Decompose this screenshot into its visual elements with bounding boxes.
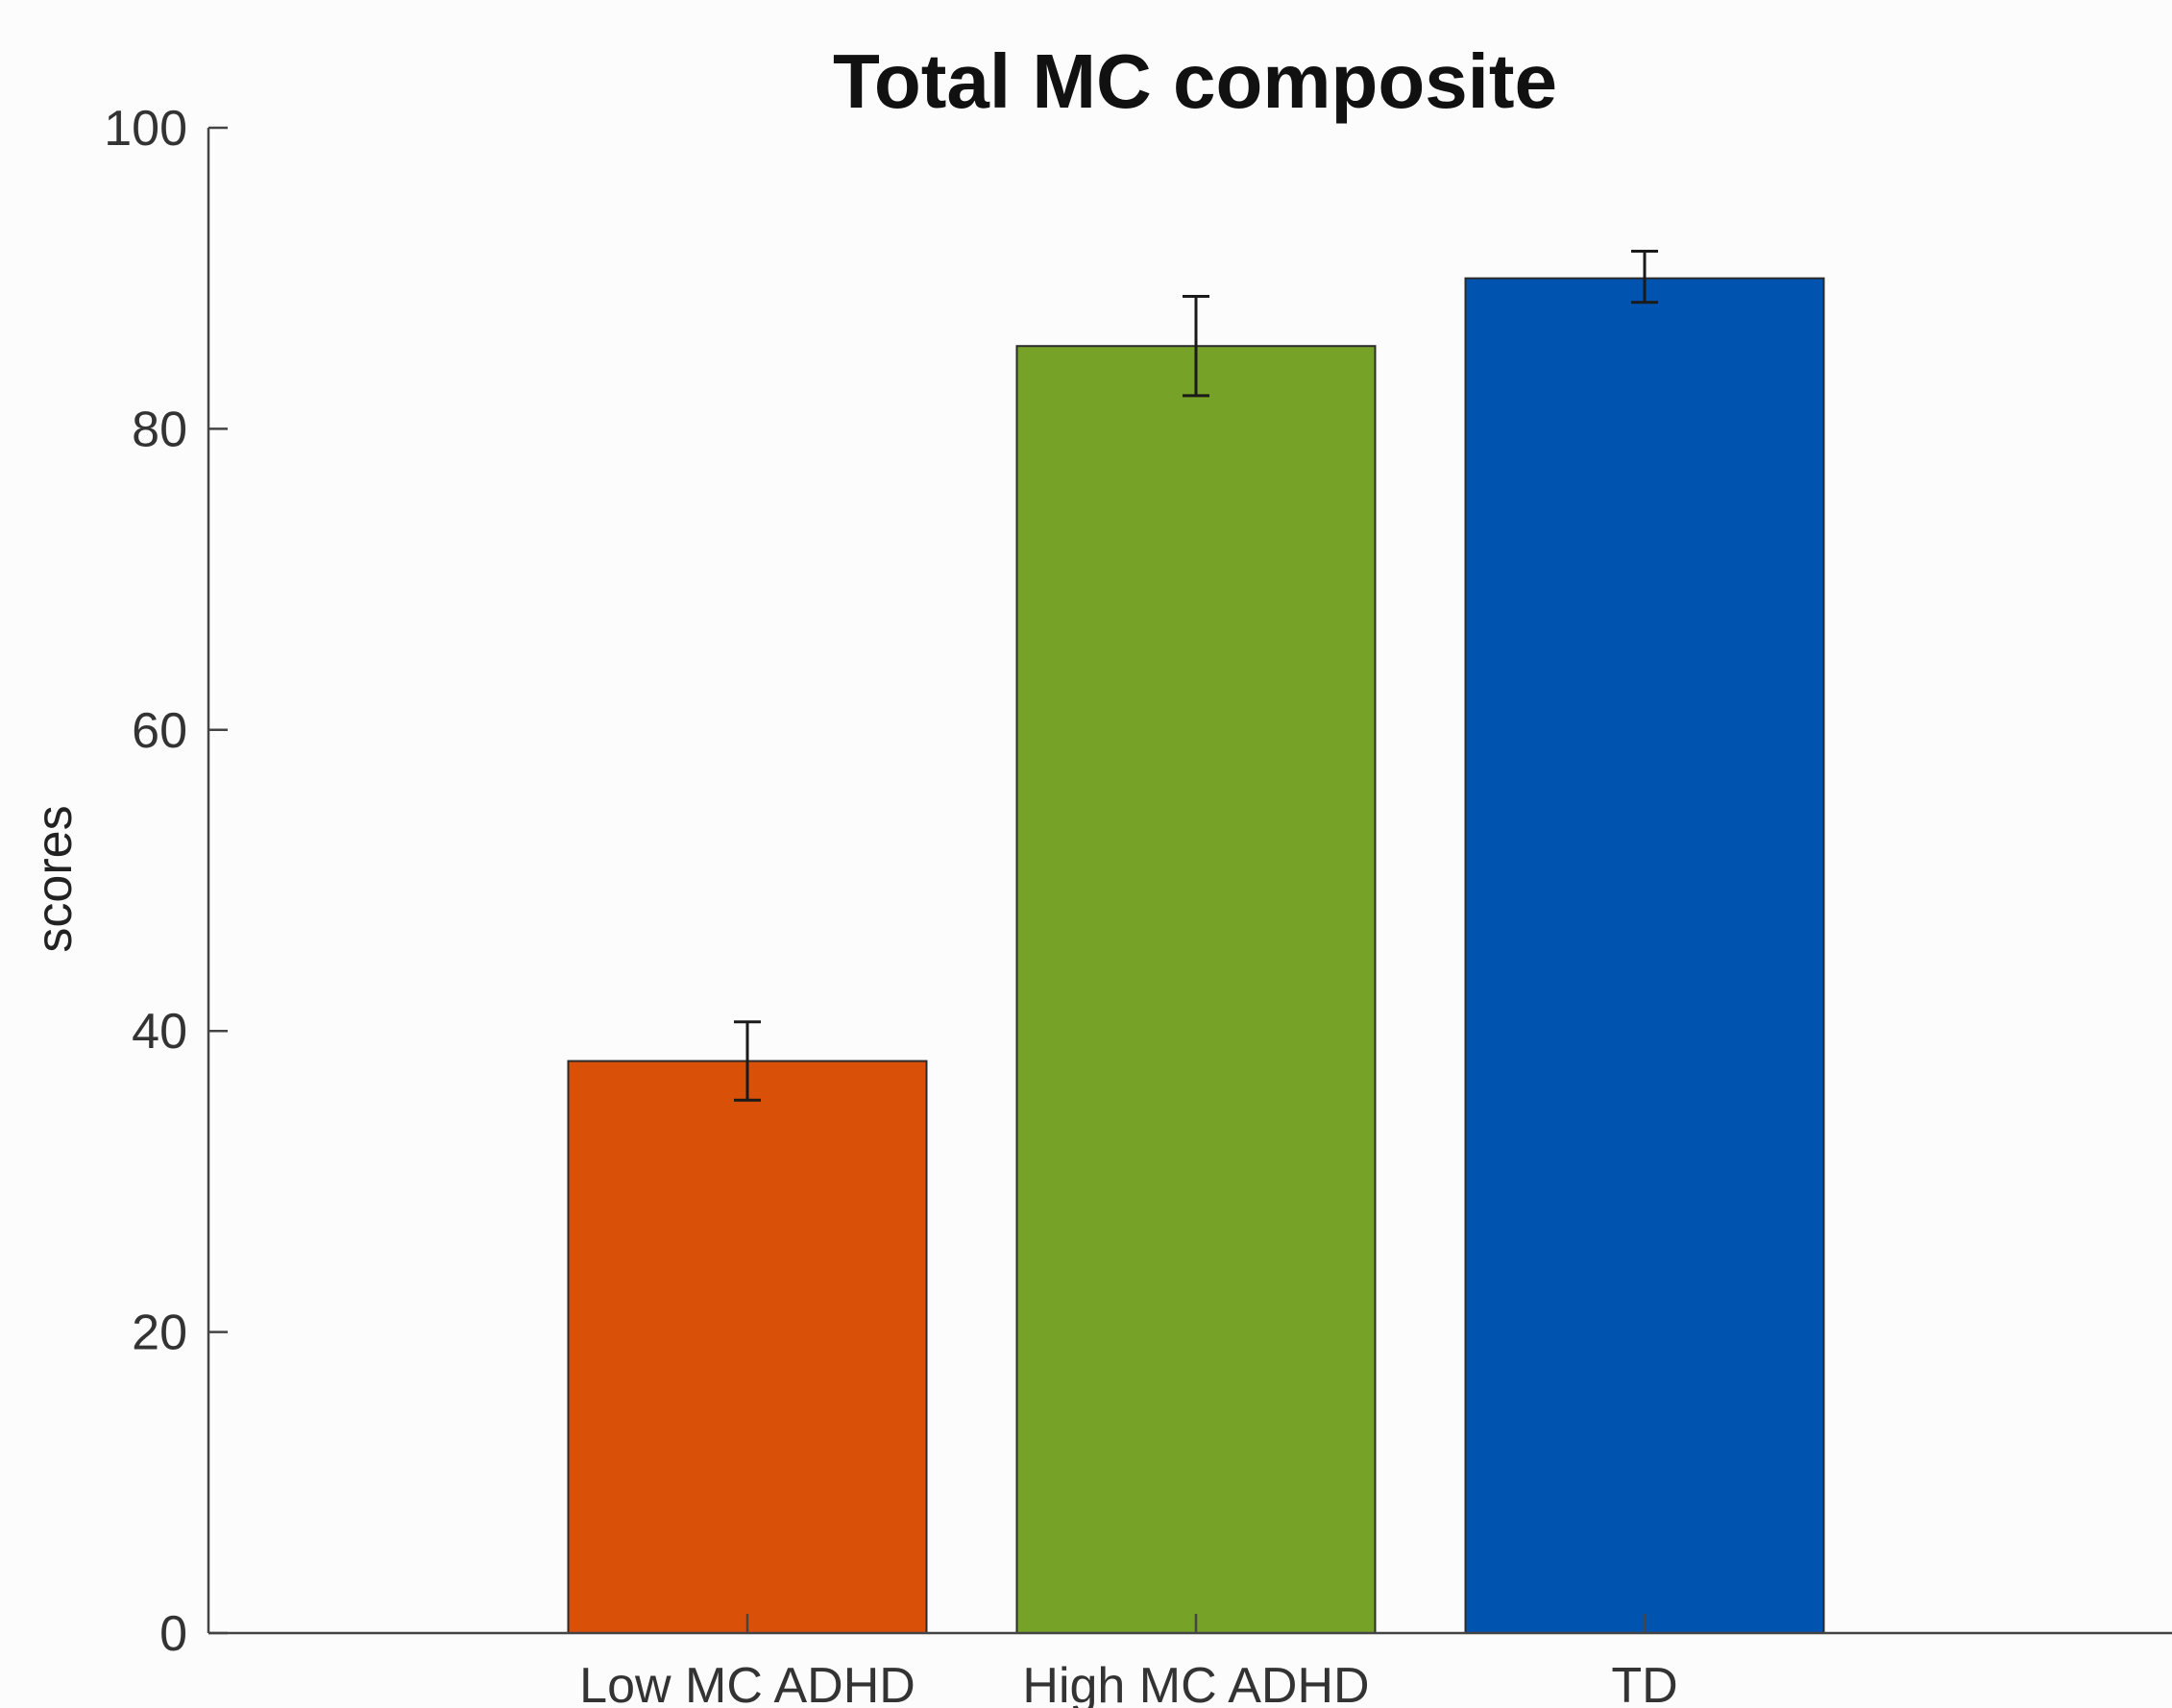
x-tick-label-0: Low MC ADHD (579, 1658, 915, 1708)
error-bar-0 (734, 1020, 761, 1102)
x-tick-label-2: TD (1611, 1658, 1677, 1708)
y-tick-label-5: 100 (104, 101, 187, 157)
chart-title: Total MC composite (833, 38, 1557, 124)
x-tick-label-1: High MC ADHD (1022, 1658, 1369, 1708)
y-tick-label-2: 40 (132, 1004, 187, 1060)
y-tick-label-4: 80 (132, 402, 187, 457)
error-bar-2 (1631, 249, 1658, 305)
error-bar-1 (1183, 295, 1209, 398)
bar-2 (1464, 277, 1825, 1635)
y-tick-label-3: 60 (132, 703, 187, 759)
bar-0 (567, 1060, 928, 1635)
y-tick-label-0: 0 (159, 1606, 187, 1662)
y-axis-label: scores (27, 805, 83, 952)
bar-1 (1015, 345, 1377, 1635)
y-tick-label-1: 20 (132, 1305, 187, 1361)
